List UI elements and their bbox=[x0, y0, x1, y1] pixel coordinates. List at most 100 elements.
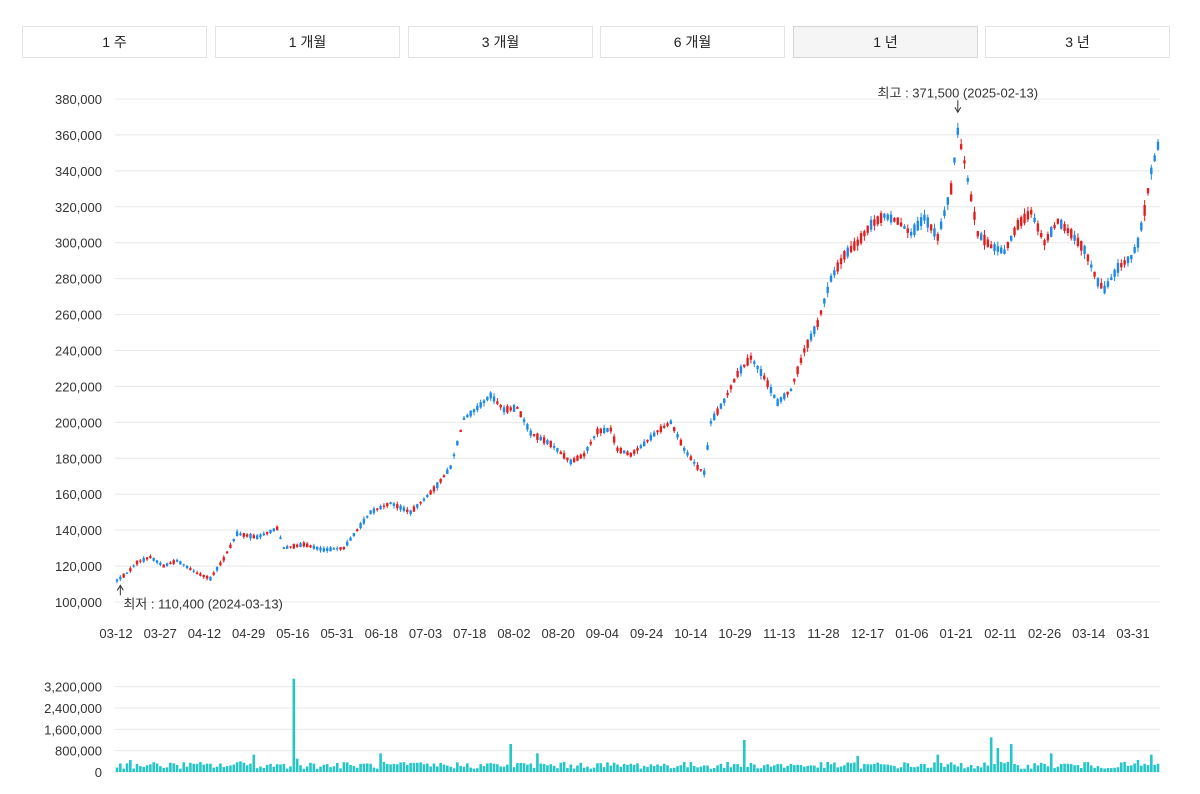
tab-1-year[interactable]: 1 년 bbox=[793, 26, 978, 58]
y-tick-label: 280,000 bbox=[55, 272, 102, 287]
volume-bar bbox=[909, 766, 913, 772]
candle-body bbox=[949, 183, 953, 195]
candle-body bbox=[1110, 277, 1113, 280]
candle-body bbox=[1053, 224, 1056, 229]
volume-bar bbox=[285, 768, 289, 772]
candle-body bbox=[793, 378, 796, 382]
volume-bar bbox=[552, 765, 556, 772]
candle-body bbox=[899, 222, 903, 227]
candle bbox=[666, 421, 669, 428]
volume-bar bbox=[799, 764, 803, 772]
candle-body bbox=[422, 498, 426, 501]
candle bbox=[569, 458, 572, 466]
candle-body bbox=[1113, 269, 1116, 277]
candle bbox=[1146, 188, 1150, 196]
candle-body bbox=[622, 450, 626, 454]
volume-bars bbox=[115, 678, 1160, 772]
volume-bar bbox=[199, 762, 202, 772]
candle-body bbox=[896, 217, 899, 225]
volume-bar bbox=[652, 766, 656, 772]
low-annotation: 최저 : 110,400 (2024-03-13) bbox=[116, 584, 283, 611]
candle bbox=[315, 546, 319, 551]
candle-body bbox=[656, 430, 659, 433]
candle bbox=[229, 542, 232, 549]
candle bbox=[392, 502, 396, 509]
volume-y-tick-label: 3,200,000 bbox=[44, 680, 102, 695]
candle-body bbox=[976, 231, 980, 237]
candle bbox=[683, 446, 686, 454]
volume-bar bbox=[926, 767, 930, 772]
tab-3-years[interactable]: 3 년 bbox=[985, 26, 1170, 58]
volume-bar bbox=[422, 764, 426, 772]
candle-body bbox=[606, 428, 609, 432]
candle-body bbox=[1023, 213, 1026, 224]
candle-body bbox=[189, 568, 192, 571]
candles bbox=[115, 122, 1160, 584]
candle bbox=[823, 298, 826, 308]
tab-1-month[interactable]: 1 개월 bbox=[215, 26, 400, 58]
candle bbox=[1050, 225, 1053, 238]
candle bbox=[582, 450, 586, 460]
volume-bar bbox=[222, 767, 226, 772]
volume-bar bbox=[939, 763, 943, 772]
candle bbox=[796, 365, 799, 377]
candle bbox=[272, 527, 276, 532]
candle-body bbox=[846, 247, 849, 257]
candle bbox=[479, 399, 482, 409]
volume-bar bbox=[402, 762, 406, 772]
candle bbox=[1136, 236, 1140, 253]
candle bbox=[896, 217, 899, 225]
candle bbox=[743, 364, 746, 369]
volume-bar bbox=[836, 767, 839, 772]
candle bbox=[759, 365, 763, 380]
x-tick-label: 01-06 bbox=[895, 626, 928, 641]
volume-bar bbox=[382, 762, 386, 772]
candle-body bbox=[536, 433, 539, 440]
volume-bar bbox=[245, 765, 249, 772]
volume-bar bbox=[1036, 765, 1040, 772]
volume-bar bbox=[269, 763, 272, 772]
candle bbox=[509, 405, 512, 412]
y-tick-label: 100,000 bbox=[55, 595, 102, 610]
tab-1-week[interactable]: 1 주 bbox=[22, 26, 207, 58]
candle-body bbox=[1140, 222, 1143, 231]
candle bbox=[863, 229, 866, 241]
candle-body bbox=[979, 233, 983, 241]
volume-bar bbox=[803, 766, 806, 772]
candle-body bbox=[302, 542, 306, 547]
volume-bar bbox=[1049, 753, 1053, 772]
candle-body bbox=[396, 504, 399, 509]
candle-body bbox=[432, 486, 436, 492]
volume-bar bbox=[1119, 762, 1123, 772]
candle-body bbox=[1050, 227, 1053, 237]
candle bbox=[933, 223, 936, 241]
volume-bar bbox=[409, 762, 412, 772]
candle bbox=[476, 403, 479, 413]
candle bbox=[1103, 280, 1106, 295]
candle-body bbox=[619, 448, 623, 454]
candle bbox=[949, 180, 953, 195]
tab-6-months[interactable]: 6 개월 bbox=[600, 26, 785, 58]
volume-bar bbox=[472, 768, 476, 772]
candle-body bbox=[552, 446, 556, 448]
candle bbox=[1113, 268, 1116, 282]
candle-body bbox=[659, 426, 663, 432]
candle-body bbox=[376, 508, 379, 510]
volume-bar bbox=[866, 764, 870, 772]
candle-body bbox=[319, 547, 322, 551]
candle bbox=[946, 196, 949, 211]
candle bbox=[979, 231, 983, 241]
candle bbox=[115, 578, 119, 584]
candle-body bbox=[986, 239, 990, 247]
candle bbox=[529, 428, 532, 439]
volume-bar bbox=[813, 765, 816, 772]
volume-bar bbox=[562, 761, 566, 772]
tab-3-months[interactable]: 3 개월 bbox=[408, 26, 593, 58]
volume-bar bbox=[632, 764, 636, 772]
candle-body bbox=[559, 451, 562, 454]
candle bbox=[1076, 233, 1080, 248]
candle-body bbox=[506, 406, 509, 413]
candle bbox=[649, 432, 653, 442]
candle bbox=[496, 398, 499, 406]
candle bbox=[125, 571, 129, 574]
